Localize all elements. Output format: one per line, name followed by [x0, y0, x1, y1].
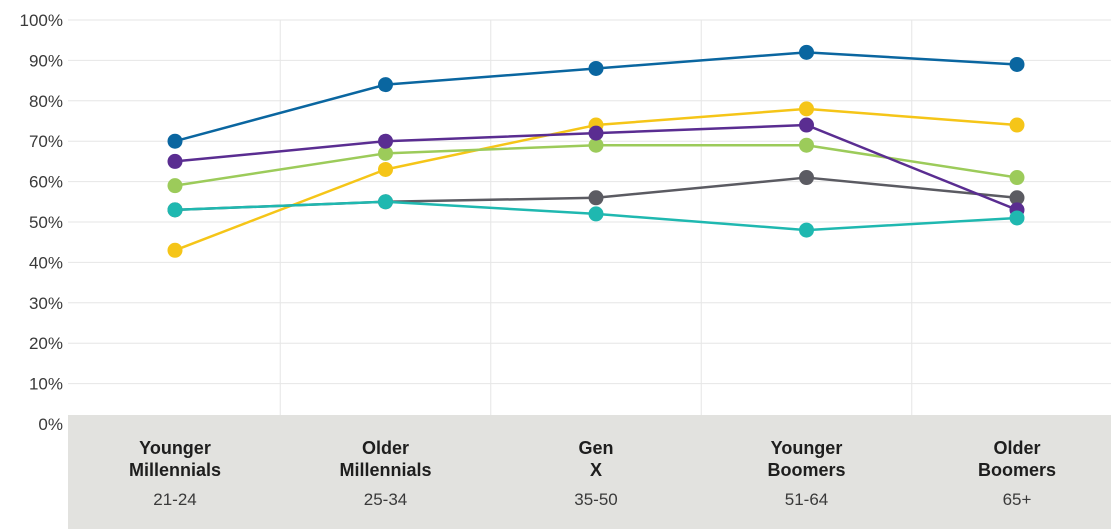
data-point: [1009, 210, 1025, 226]
y-tick-label: 90%: [29, 51, 63, 70]
x-category-title: Boomers: [978, 460, 1056, 480]
x-axis-category-labels: YoungerMillennials21-24OlderMillennials2…: [129, 438, 1056, 509]
y-tick-label: 30%: [29, 294, 63, 313]
y-tick-label: 100%: [20, 11, 63, 30]
data-point: [1009, 190, 1025, 206]
series-points: [167, 44, 1025, 258]
data-point: [799, 222, 814, 238]
data-point: [378, 77, 393, 93]
data-point: [588, 190, 604, 206]
data-point: [799, 101, 814, 117]
x-category-title: Older: [993, 438, 1040, 458]
x-category-age-range: 51-64: [785, 490, 828, 509]
x-category-title: Younger: [771, 438, 843, 458]
data-point: [799, 137, 814, 153]
y-tick-label: 20%: [29, 334, 63, 353]
data-point: [1009, 56, 1025, 72]
data-point: [1009, 170, 1025, 186]
data-point: [167, 202, 183, 218]
grid-lines: [68, 19, 1111, 415]
x-category-title: Millennials: [339, 460, 431, 480]
data-point: [378, 133, 393, 149]
data-point: [588, 206, 604, 222]
data-point: [1009, 117, 1025, 133]
y-tick-label: 70%: [29, 132, 63, 151]
data-point: [167, 153, 183, 169]
x-category-age-range: 25-34: [364, 490, 407, 509]
data-point: [588, 137, 604, 153]
x-category-age-range: 35-50: [574, 490, 617, 509]
data-point: [588, 125, 604, 141]
data-point: [167, 178, 183, 194]
x-category-age-range: 21-24: [153, 490, 196, 509]
y-tick-label: 0%: [38, 415, 63, 434]
x-category-title: Gen: [578, 438, 613, 458]
x-category-title: X: [590, 460, 602, 480]
y-tick-label: 80%: [29, 92, 63, 111]
data-point: [378, 145, 393, 161]
data-point: [378, 194, 393, 210]
data-point: [378, 161, 393, 177]
data-point: [799, 44, 814, 60]
data-point: [167, 242, 183, 258]
y-tick-label: 40%: [29, 253, 63, 272]
data-point: [799, 170, 814, 186]
y-tick-label: 50%: [29, 213, 63, 232]
x-category-title: Younger: [139, 438, 211, 458]
x-category-age-range: 65+: [1003, 490, 1032, 509]
y-tick-label: 10%: [29, 375, 63, 394]
category-axis-band: [68, 415, 1111, 529]
x-category-title: Boomers: [767, 460, 845, 480]
data-point: [799, 117, 814, 133]
y-axis-tick-labels: 0% 10% 20% 30% 40% 50% 60% 70% 80% 90% 100%: [20, 11, 63, 434]
x-category-title: Millennials: [129, 460, 221, 480]
data-point: [588, 60, 604, 76]
y-tick-label: 60%: [29, 173, 63, 192]
x-category-title: Older: [362, 438, 409, 458]
data-point: [167, 133, 183, 149]
